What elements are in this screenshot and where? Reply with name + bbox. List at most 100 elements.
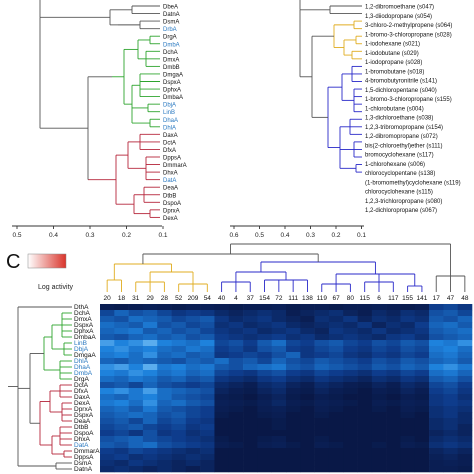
heatmap-cell xyxy=(185,442,201,449)
heatmap-cell xyxy=(314,448,330,455)
heatmap-cell xyxy=(286,304,301,311)
heatmap-cell xyxy=(314,310,330,317)
substrate-leaf-label: chlorocyclohexane (s115) xyxy=(365,190,433,196)
enzyme-leaf-label: DbjA xyxy=(163,103,176,109)
heatmap-cell xyxy=(371,322,387,329)
heatmap-cell xyxy=(400,364,416,371)
heatmap-cell xyxy=(257,310,272,317)
enzyme-leaf-label: DspxA xyxy=(163,80,181,86)
heatmap-cell xyxy=(142,370,158,377)
heatmap-cell xyxy=(371,310,387,317)
heatmap-cell xyxy=(142,466,158,473)
heatmap-cell xyxy=(314,304,330,311)
heatmap-cell xyxy=(257,364,272,371)
heatmap-cell xyxy=(114,364,129,371)
heatmap-cell xyxy=(429,382,444,389)
heatmap-cell xyxy=(386,304,401,311)
heatmap-cell xyxy=(271,322,287,329)
heatmap-cell xyxy=(357,340,373,347)
heatmap-cell xyxy=(185,400,201,407)
heatmap-cell xyxy=(386,394,401,401)
heatmap-cell xyxy=(114,412,129,419)
heatmap-cell xyxy=(286,436,301,443)
heatmap-cell xyxy=(100,394,115,401)
heatmap-cell xyxy=(429,370,444,377)
heatmap-cell xyxy=(157,328,172,335)
enzyme-leaf-label: DprxA xyxy=(163,208,180,214)
heatmap-cell xyxy=(286,430,301,437)
heatmap-cell xyxy=(100,352,115,359)
heatmap-cell xyxy=(100,436,115,443)
heatmap-cell xyxy=(142,376,158,383)
heatmap-cell xyxy=(357,382,373,389)
heatmap-cell xyxy=(185,304,201,311)
heatmap-cell xyxy=(243,334,258,341)
heatmap-cell xyxy=(386,346,401,353)
heatmap-cell xyxy=(343,436,358,443)
heatmap-cell xyxy=(157,466,172,473)
heatmap-cell xyxy=(271,430,287,437)
heatmap-cell xyxy=(128,340,144,347)
heatmap-row-label: DmxA xyxy=(74,316,92,323)
enzyme-leaf-label: DrbA xyxy=(163,27,177,33)
heatmap-cell xyxy=(243,388,258,395)
heatmap-cell xyxy=(142,442,158,449)
heatmap-row-label: DbjA xyxy=(74,346,89,353)
heatmap-cell xyxy=(142,448,158,455)
heatmap-cell xyxy=(142,460,158,467)
heatmap-column-label: 17 xyxy=(433,295,441,302)
heatmap-cell xyxy=(257,448,272,455)
enzyme-leaf-label: DspoA xyxy=(163,201,181,207)
heatmap-cell xyxy=(142,310,158,317)
heatmap-cell xyxy=(114,418,129,425)
heatmap-cell xyxy=(371,316,387,323)
heatmap-cell xyxy=(371,370,387,377)
heatmap-cell xyxy=(386,436,401,443)
heatmap-cell xyxy=(300,352,315,359)
heatmap-cell xyxy=(457,364,473,371)
heatmap-cell xyxy=(185,460,201,467)
heatmap-cell xyxy=(185,394,201,401)
enzyme-leaf-label: DhlA xyxy=(163,125,176,131)
heatmap-cell xyxy=(371,358,387,365)
heatmap-row-label: DaxA xyxy=(74,394,91,401)
heatmap-cell xyxy=(457,424,473,431)
axis-tick-label: 0.6 xyxy=(229,232,238,239)
heatmap-cell xyxy=(343,304,358,311)
heatmap-cell xyxy=(343,358,358,365)
colorbar-label: Log activity xyxy=(38,284,74,291)
heatmap-cell xyxy=(343,448,358,455)
heatmap-cell xyxy=(414,436,430,443)
substrate-leaf-label: 1,2,3-trichloropropane (s080) xyxy=(365,199,442,205)
substrate-leaf-label: 1-iodohexane (s021) xyxy=(365,42,420,48)
heatmap-cell xyxy=(357,388,373,395)
heatmap-cell xyxy=(300,322,315,329)
heatmap-cell xyxy=(457,394,473,401)
heatmap-cell xyxy=(328,448,344,455)
heatmap-column-label: 111 xyxy=(288,295,298,302)
heatmap-column-label: 54 xyxy=(204,295,212,302)
heatmap-cell xyxy=(171,310,187,317)
heatmap-cell xyxy=(114,388,129,395)
heatmap-row-labels: DthADchADmxADspxADphxADmbaALinBDbjADmgaA… xyxy=(74,304,100,473)
substrate-leaf-label: 1-chlorobutane (s004) xyxy=(365,106,424,112)
heatmap-cell xyxy=(142,316,158,323)
heatmap-cell xyxy=(314,412,330,419)
heatmap-cell xyxy=(357,400,373,407)
heatmap-cell xyxy=(328,328,344,335)
heatmap-cell xyxy=(457,358,473,365)
heatmap-cell xyxy=(114,352,129,359)
heatmap-cell xyxy=(457,430,473,437)
heatmap-cell xyxy=(286,424,301,431)
heatmap-cell xyxy=(214,346,230,353)
heatmap-cell xyxy=(328,340,344,347)
heatmap-cell xyxy=(128,406,144,413)
heatmap-cell xyxy=(257,430,272,437)
heatmap-cell xyxy=(271,412,287,419)
heatmap-cell xyxy=(257,424,272,431)
heatmap-cell xyxy=(271,400,287,407)
heatmap-cell xyxy=(286,382,301,389)
heatmap-cell xyxy=(443,460,458,467)
heatmap-cell xyxy=(443,436,458,443)
heatmap-cell xyxy=(200,466,215,473)
